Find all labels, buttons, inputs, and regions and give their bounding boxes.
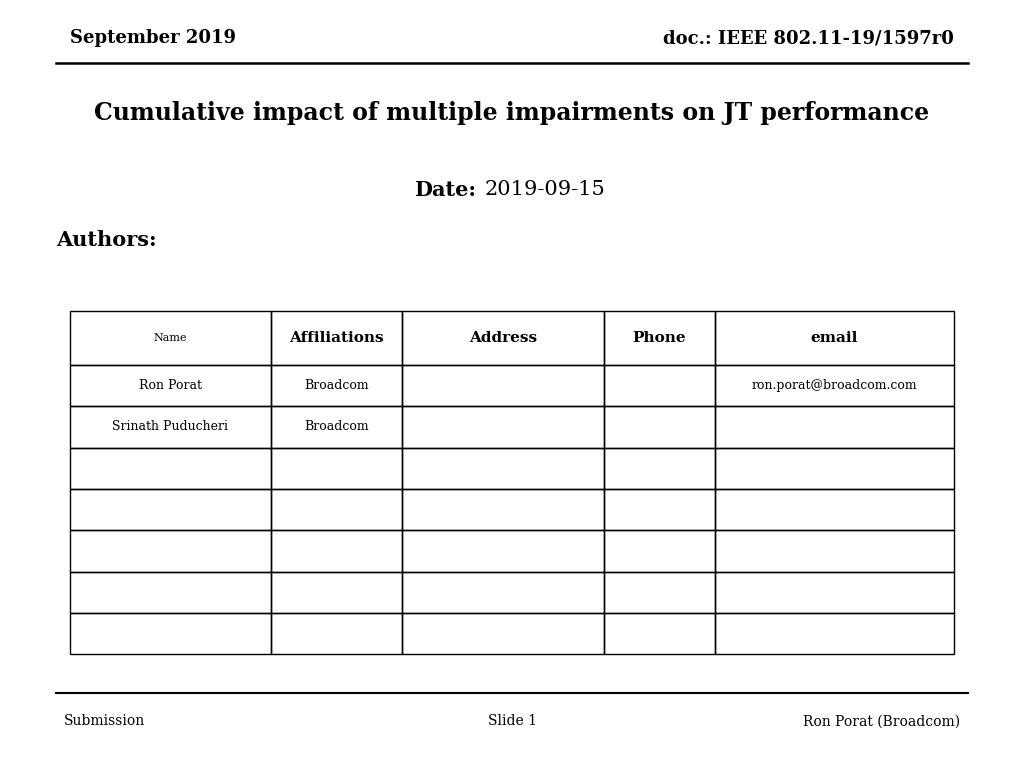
Text: doc.: IEEE 802.11-19/1597r0: doc.: IEEE 802.11-19/1597r0	[664, 29, 954, 47]
Text: Cumulative impact of multiple impairments on JT performance: Cumulative impact of multiple impairment…	[94, 101, 930, 125]
Text: Ron Porat (Broadcom): Ron Porat (Broadcom)	[804, 714, 961, 728]
Text: Broadcom: Broadcom	[304, 420, 369, 433]
Text: Name: Name	[154, 333, 187, 343]
Text: Slide 1: Slide 1	[487, 714, 537, 728]
Text: Date:: Date:	[414, 180, 476, 200]
Text: September 2019: September 2019	[70, 29, 236, 47]
Text: email: email	[811, 331, 858, 345]
Text: Address: Address	[469, 331, 538, 345]
Text: Phone: Phone	[633, 331, 686, 345]
Text: Broadcom: Broadcom	[304, 379, 369, 392]
Text: ron.porat@broadcom.com: ron.porat@broadcom.com	[752, 379, 918, 392]
Text: Authors:: Authors:	[56, 230, 157, 250]
Text: 2019-09-15: 2019-09-15	[484, 180, 605, 200]
Text: Submission: Submission	[63, 714, 144, 728]
Text: Affiliations: Affiliations	[290, 331, 384, 345]
Text: Ron Porat: Ron Porat	[139, 379, 202, 392]
Text: Srinath Puducheri: Srinath Puducheri	[113, 420, 228, 433]
